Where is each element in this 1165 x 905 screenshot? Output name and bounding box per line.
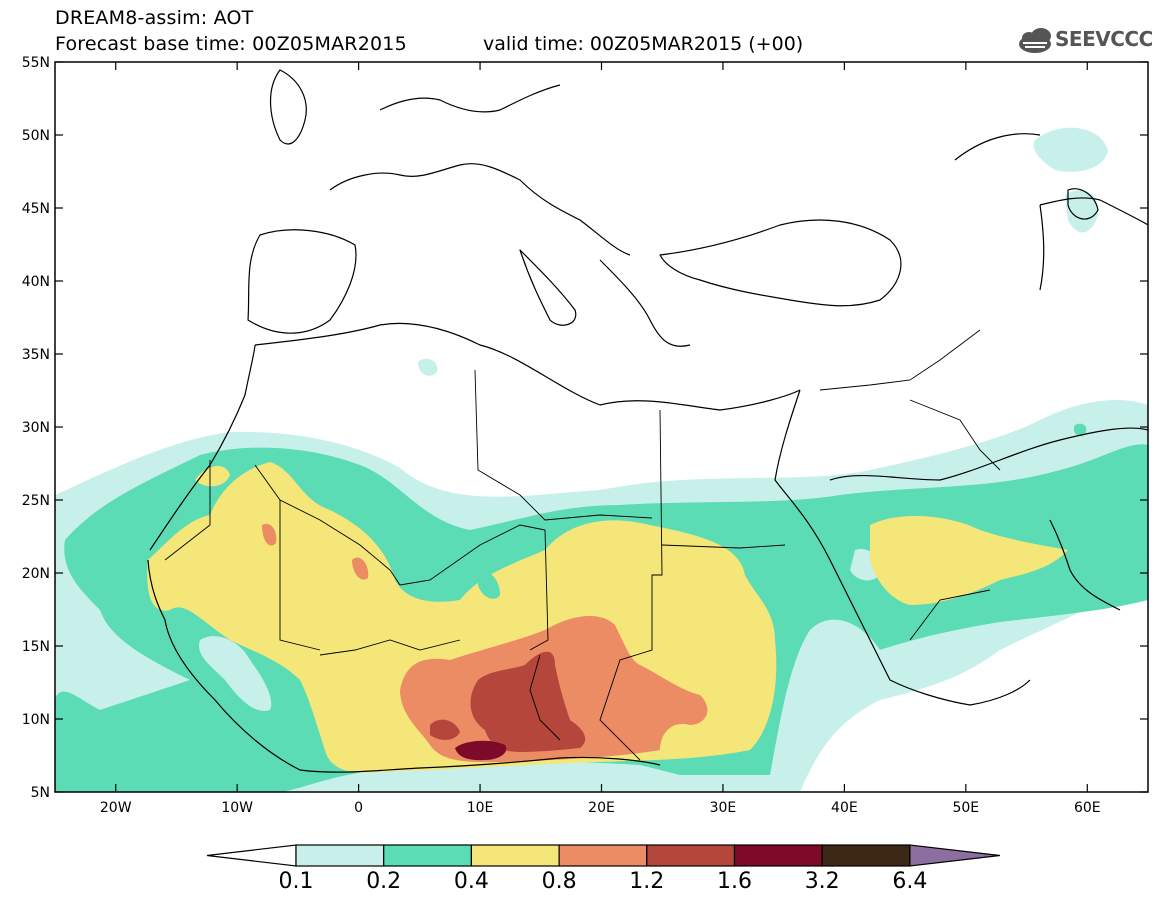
colorbar: 0.1 0.2 0.4 0.8 1.2 1.6 3.2 6.4	[206, 844, 1000, 894]
longitude-axis: 20W 10W 0 10E 20E 30E 40E 50E 60E	[100, 62, 1101, 816]
map-title: DREAM8-assim: AOT	[55, 7, 254, 29]
logo-text: SEEVCCC	[1055, 27, 1153, 51]
lat-tick-label: 25N	[22, 493, 50, 509]
colorbar-segment	[470, 844, 560, 867]
coastlines	[147, 69, 1148, 773]
colorbar-label: 6.4	[892, 869, 927, 894]
lat-tick-label: 30N	[22, 420, 50, 436]
colorbar-under-arrow	[206, 844, 297, 867]
lon-tick-label: 40E	[831, 800, 858, 816]
lat-tick-label: 55N	[22, 55, 50, 71]
colorbar-over-arrow	[909, 844, 1000, 867]
lat-tick-label: 35N	[22, 347, 50, 363]
aot-band-1.2	[470, 651, 586, 752]
lat-tick-label: 10N	[22, 712, 50, 728]
lon-tick-label: 10E	[467, 800, 494, 816]
colorbar-label: 1.2	[629, 869, 664, 894]
colorbar-segment	[646, 844, 736, 867]
valid-time: valid time: 00Z05MAR2015 (+00)	[483, 33, 804, 55]
aot-band-1.6	[455, 740, 507, 761]
lon-tick-label: 20E	[588, 800, 615, 816]
cloud-icon	[1019, 28, 1051, 53]
lat-tick-label: 5N	[31, 785, 50, 801]
lat-tick-label: 15N	[22, 639, 50, 655]
lon-tick-label: 10W	[221, 800, 253, 816]
lat-tick-label: 20N	[22, 566, 50, 582]
aot-shading	[55, 127, 1148, 792]
colorbar-segment	[821, 844, 911, 867]
colorbar-label: 3.2	[805, 869, 840, 894]
colorbar-label: 0.8	[542, 869, 577, 894]
lat-tick-label: 45N	[22, 201, 50, 217]
colorbar-label: 0.4	[454, 869, 489, 894]
colorbar-label: 0.2	[366, 869, 401, 894]
colorbar-label: 1.6	[717, 869, 752, 894]
colorbar-segment	[383, 844, 473, 867]
colorbar-segment	[558, 844, 648, 867]
latitude-axis: 55N 50N 45N 40N 35N 30N 25N 20N 15N 10N 5N	[22, 55, 1148, 801]
colorbar-label: 0.1	[279, 869, 314, 894]
lat-tick-label: 40N	[22, 274, 50, 290]
lon-tick-label: 60E	[1074, 800, 1101, 816]
lat-tick-label: 50N	[22, 128, 50, 144]
colorbar-segment	[733, 844, 823, 867]
lon-tick-label: 0	[354, 800, 363, 816]
lon-tick-label: 30E	[710, 800, 737, 816]
colorbar-segment	[295, 844, 385, 867]
lon-tick-label: 20W	[100, 800, 132, 816]
country-borders	[164, 329, 1001, 761]
forecast-base-time: Forecast base time: 00Z05MAR2015	[55, 33, 407, 55]
lon-tick-label: 50E	[952, 800, 979, 816]
